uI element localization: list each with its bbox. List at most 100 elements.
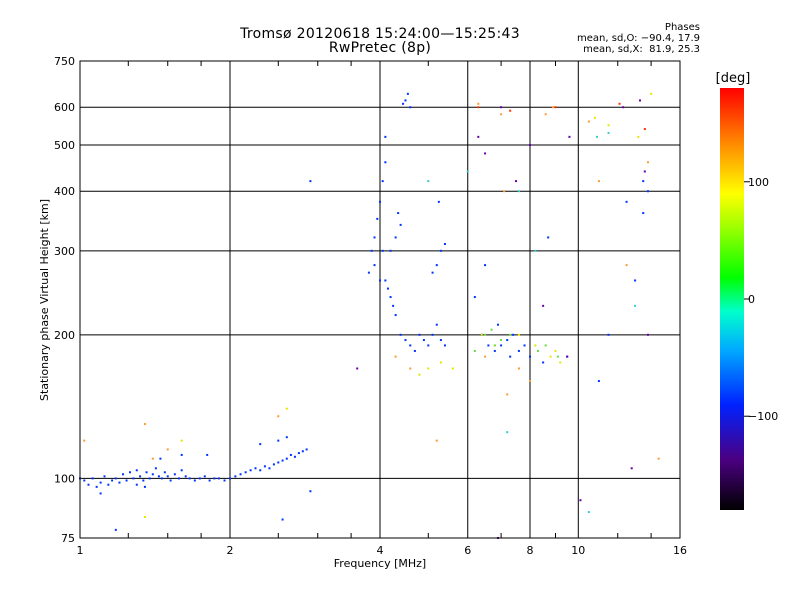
- data-point: [173, 473, 176, 476]
- chart-title: Tromsø 20120618 15:24:00—15:25:43: [240, 26, 520, 42]
- data-point: [534, 344, 537, 347]
- x-tick-label: 2: [227, 544, 234, 557]
- data-point: [384, 279, 387, 282]
- data-point: [437, 200, 440, 203]
- data-point: [281, 518, 284, 521]
- data-point: [217, 477, 220, 480]
- data-point: [229, 477, 231, 480]
- data-point: [473, 296, 476, 299]
- data-point: [409, 344, 412, 347]
- data-point: [151, 457, 154, 460]
- data-point: [484, 355, 487, 358]
- data-point: [107, 483, 110, 486]
- data-point: [397, 212, 400, 215]
- data-point: [99, 492, 102, 495]
- data-point: [493, 349, 496, 352]
- data-point: [285, 407, 288, 410]
- data-point: [129, 471, 132, 474]
- colorbar-unit-label: [deg]: [716, 71, 751, 86]
- data-point: [607, 124, 610, 127]
- x-tick-label: 6: [464, 544, 471, 557]
- data-point: [509, 109, 512, 112]
- data-point: [154, 467, 157, 470]
- data-point: [484, 264, 487, 267]
- data-point: [151, 473, 154, 476]
- data-point: [166, 475, 169, 478]
- data-point: [431, 271, 434, 274]
- data-point: [556, 355, 559, 358]
- data-point: [544, 344, 547, 347]
- data-point: [259, 469, 262, 472]
- data-point: [637, 135, 640, 138]
- data-point: [529, 355, 531, 358]
- data-point: [517, 367, 520, 370]
- data-point: [272, 463, 275, 466]
- data-point: [607, 333, 610, 336]
- data-point: [399, 223, 402, 226]
- data-point: [394, 236, 397, 239]
- data-point: [544, 113, 547, 116]
- data-point: [268, 467, 271, 470]
- data-point: [402, 102, 405, 105]
- data-point: [239, 473, 242, 476]
- data-point: [118, 481, 121, 484]
- y-tick-label: 100: [54, 472, 75, 485]
- data-point: [534, 249, 537, 252]
- data-point: [427, 180, 430, 183]
- data-point: [559, 361, 562, 364]
- data-point: [549, 355, 552, 358]
- data-point: [95, 485, 98, 488]
- data-point: [83, 439, 86, 442]
- data-point: [439, 361, 442, 364]
- data-point: [180, 439, 183, 442]
- data-point: [145, 471, 148, 474]
- data-point: [646, 333, 649, 336]
- data-point: [367, 271, 370, 274]
- data-point: [379, 200, 381, 203]
- y-tick-label: 300: [54, 245, 75, 258]
- data-point: [630, 467, 633, 470]
- data-point: [595, 135, 598, 138]
- data-point: [163, 471, 166, 474]
- data-point: [484, 333, 487, 336]
- data-point: [381, 249, 384, 252]
- data-point: [234, 475, 237, 478]
- data-point: [389, 249, 392, 252]
- data-point: [536, 349, 539, 352]
- x-tick-label: 1: [77, 544, 84, 557]
- data-point: [642, 180, 645, 183]
- data-point: [180, 453, 183, 456]
- y-tick-label: 75: [61, 532, 75, 545]
- data-point: [542, 304, 545, 307]
- data-point: [418, 373, 421, 376]
- data-point: [587, 120, 590, 123]
- data-point: [379, 279, 381, 282]
- data-point: [625, 264, 628, 267]
- data-point: [427, 367, 430, 370]
- data-point: [496, 323, 499, 326]
- data-point: [646, 190, 649, 193]
- data-point: [259, 443, 262, 446]
- colorbar-tick-label: 0: [748, 293, 755, 306]
- data-point: [188, 477, 191, 480]
- data-point: [554, 106, 557, 109]
- data-point: [506, 339, 509, 342]
- data-point: [143, 485, 146, 488]
- data-point: [490, 328, 493, 331]
- data-point: [642, 212, 645, 215]
- data-point: [477, 102, 480, 105]
- data-point: [500, 344, 503, 347]
- data-point: [370, 249, 373, 252]
- data-point: [435, 264, 438, 267]
- x-tick-label: 4: [377, 544, 384, 557]
- data-point: [413, 349, 416, 352]
- data-point: [517, 333, 520, 336]
- data-points-layer: [79, 92, 660, 539]
- data-point: [166, 448, 169, 451]
- data-point: [111, 479, 114, 482]
- data-point: [142, 479, 145, 482]
- data-point: [506, 431, 509, 434]
- plot-frame: [79, 60, 681, 539]
- data-point: [356, 367, 359, 370]
